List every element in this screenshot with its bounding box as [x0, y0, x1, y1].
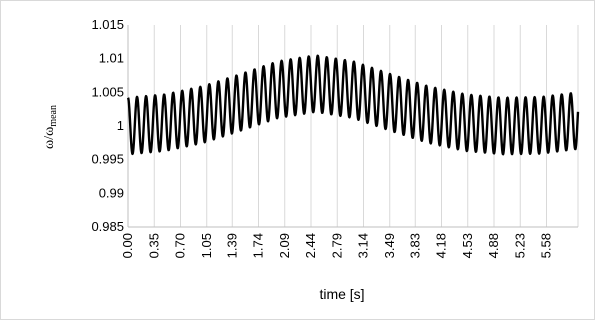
- x-tick-label: 2.79: [329, 233, 344, 258]
- y-axis-title-subscript: mean: [48, 105, 59, 127]
- x-tick-label: 5.23: [512, 233, 527, 258]
- x-tick-label: 3.14: [356, 233, 371, 258]
- x-tick-label: 4.18: [434, 233, 449, 258]
- x-tick-label: 0.70: [173, 233, 188, 258]
- y-tick-label: 0.985: [91, 219, 124, 234]
- y-tick-label: 1.005: [91, 84, 124, 99]
- y-tick-label: 0.99: [99, 185, 124, 200]
- series-layer: [126, 54, 580, 156]
- x-tick-label: 1.74: [251, 233, 266, 258]
- x-tick-label: 1.05: [199, 233, 214, 258]
- series-line: [126, 54, 580, 156]
- x-axis-title: time [s]: [319, 286, 364, 302]
- axes: [127, 25, 578, 228]
- x-tick-label: 5.58: [539, 233, 554, 258]
- x-tick-label: 4.53: [460, 233, 475, 258]
- x-tick-label: 3.49: [382, 233, 397, 258]
- y-tick-label: 0.995: [91, 152, 124, 167]
- y-tick-label: 1.01: [99, 51, 124, 66]
- y-axis-title: ω/ωmean: [42, 105, 59, 149]
- x-tick-labels: 0.00 0.35 0.70 1.05 1.39 1.74 2.09 2.44 2.79 3.14…: [120, 233, 554, 258]
- x-tick-label: 1.39: [224, 233, 239, 258]
- x-tick-label: 4.88: [486, 233, 501, 258]
- y-tick-label: 1.015: [91, 17, 124, 32]
- x-tick-label: 2.09: [277, 233, 292, 258]
- x-tick-label: 0.00: [120, 233, 135, 258]
- x-tick-label: 3.83: [407, 233, 422, 258]
- x-tick-label: 2.44: [303, 233, 318, 258]
- x-tick-label: 0.35: [146, 233, 161, 258]
- y-axis-title-main: ω/ω: [42, 127, 57, 149]
- y-tick-labels: 0.985 0.99 0.995 1 1.005 1.01 1.015: [91, 17, 124, 234]
- y-tick-label: 1: [117, 118, 124, 133]
